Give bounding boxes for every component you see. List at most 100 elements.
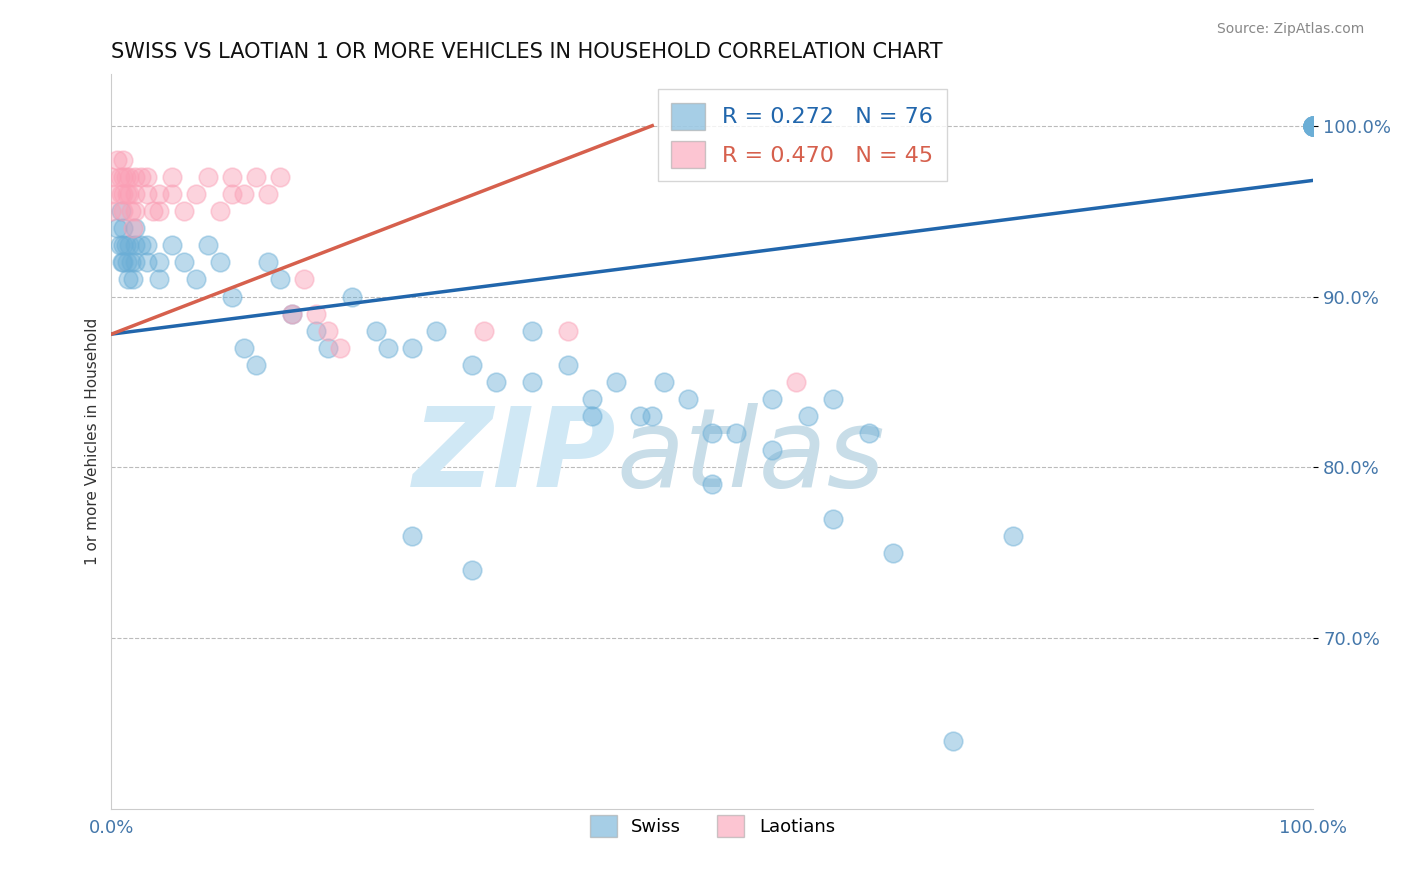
- Point: [107, 221, 129, 235]
- Point: [197, 238, 219, 252]
- Point: [122, 221, 145, 235]
- Point: [148, 272, 170, 286]
- Point: [115, 255, 138, 269]
- Point: [520, 324, 543, 338]
- Point: [120, 255, 142, 269]
- Point: [148, 204, 170, 219]
- Point: [245, 169, 267, 184]
- Point: [1302, 119, 1324, 133]
- Point: [605, 375, 627, 389]
- Point: [461, 358, 484, 372]
- Point: [100, 204, 122, 219]
- Point: [122, 272, 145, 286]
- Point: [118, 238, 141, 252]
- Point: [821, 511, 844, 525]
- Point: [316, 324, 339, 338]
- Point: [256, 255, 278, 269]
- Point: [131, 238, 153, 252]
- Point: [118, 187, 141, 202]
- Point: [1302, 119, 1324, 133]
- Point: [232, 341, 254, 355]
- Point: [1302, 119, 1324, 133]
- Point: [124, 169, 146, 184]
- Point: [232, 187, 254, 202]
- Point: [118, 169, 141, 184]
- Point: [221, 289, 243, 303]
- Point: [124, 187, 146, 202]
- Point: [520, 375, 543, 389]
- Point: [245, 358, 267, 372]
- Point: [581, 409, 603, 424]
- Point: [136, 169, 159, 184]
- Point: [108, 169, 131, 184]
- Point: [208, 204, 231, 219]
- Point: [364, 324, 387, 338]
- Point: [305, 307, 328, 321]
- Point: [821, 392, 844, 406]
- Point: [124, 255, 146, 269]
- Point: [797, 409, 820, 424]
- Point: [112, 221, 135, 235]
- Point: [173, 204, 195, 219]
- Point: [280, 307, 302, 321]
- Text: Source: ZipAtlas.com: Source: ZipAtlas.com: [1216, 22, 1364, 37]
- Point: [112, 187, 135, 202]
- Point: [1302, 119, 1324, 133]
- Point: [112, 204, 135, 219]
- Point: [136, 255, 159, 269]
- Point: [112, 255, 135, 269]
- Point: [208, 255, 231, 269]
- Point: [221, 187, 243, 202]
- Point: [882, 546, 904, 560]
- Point: [628, 409, 651, 424]
- Point: [725, 426, 748, 441]
- Point: [256, 187, 278, 202]
- Point: [1302, 119, 1324, 133]
- Text: ZIP: ZIP: [413, 403, 616, 510]
- Point: [160, 169, 183, 184]
- Point: [652, 375, 675, 389]
- Point: [472, 324, 495, 338]
- Point: [115, 187, 138, 202]
- Point: [114, 169, 136, 184]
- Point: [124, 204, 146, 219]
- Point: [131, 169, 153, 184]
- Point: [785, 375, 807, 389]
- Point: [316, 341, 339, 355]
- Y-axis label: 1 or more Vehicles in Household: 1 or more Vehicles in Household: [86, 318, 100, 566]
- Point: [1302, 119, 1324, 133]
- Point: [329, 341, 352, 355]
- Point: [942, 733, 965, 747]
- Point: [761, 392, 783, 406]
- Point: [1302, 119, 1324, 133]
- Point: [340, 289, 363, 303]
- Text: SWISS VS LAOTIAN 1 OR MORE VEHICLES IN HOUSEHOLD CORRELATION CHART: SWISS VS LAOTIAN 1 OR MORE VEHICLES IN H…: [111, 42, 943, 62]
- Point: [160, 238, 183, 252]
- Point: [761, 443, 783, 458]
- Point: [1302, 119, 1324, 133]
- Point: [112, 169, 135, 184]
- Point: [641, 409, 664, 424]
- Point: [557, 324, 579, 338]
- Point: [148, 255, 170, 269]
- Point: [485, 375, 508, 389]
- Legend: Swiss, Laotians: Swiss, Laotians: [582, 808, 842, 844]
- Point: [702, 477, 724, 491]
- Point: [581, 392, 603, 406]
- Point: [112, 153, 135, 167]
- Point: [120, 204, 142, 219]
- Point: [292, 272, 315, 286]
- Point: [100, 187, 122, 202]
- Point: [112, 238, 135, 252]
- Point: [1001, 529, 1024, 543]
- Point: [1302, 119, 1324, 133]
- Point: [117, 272, 139, 286]
- Point: [425, 324, 447, 338]
- Point: [136, 238, 159, 252]
- Point: [110, 204, 132, 219]
- Point: [197, 169, 219, 184]
- Point: [148, 187, 170, 202]
- Point: [110, 187, 132, 202]
- Point: [1302, 119, 1324, 133]
- Point: [114, 238, 136, 252]
